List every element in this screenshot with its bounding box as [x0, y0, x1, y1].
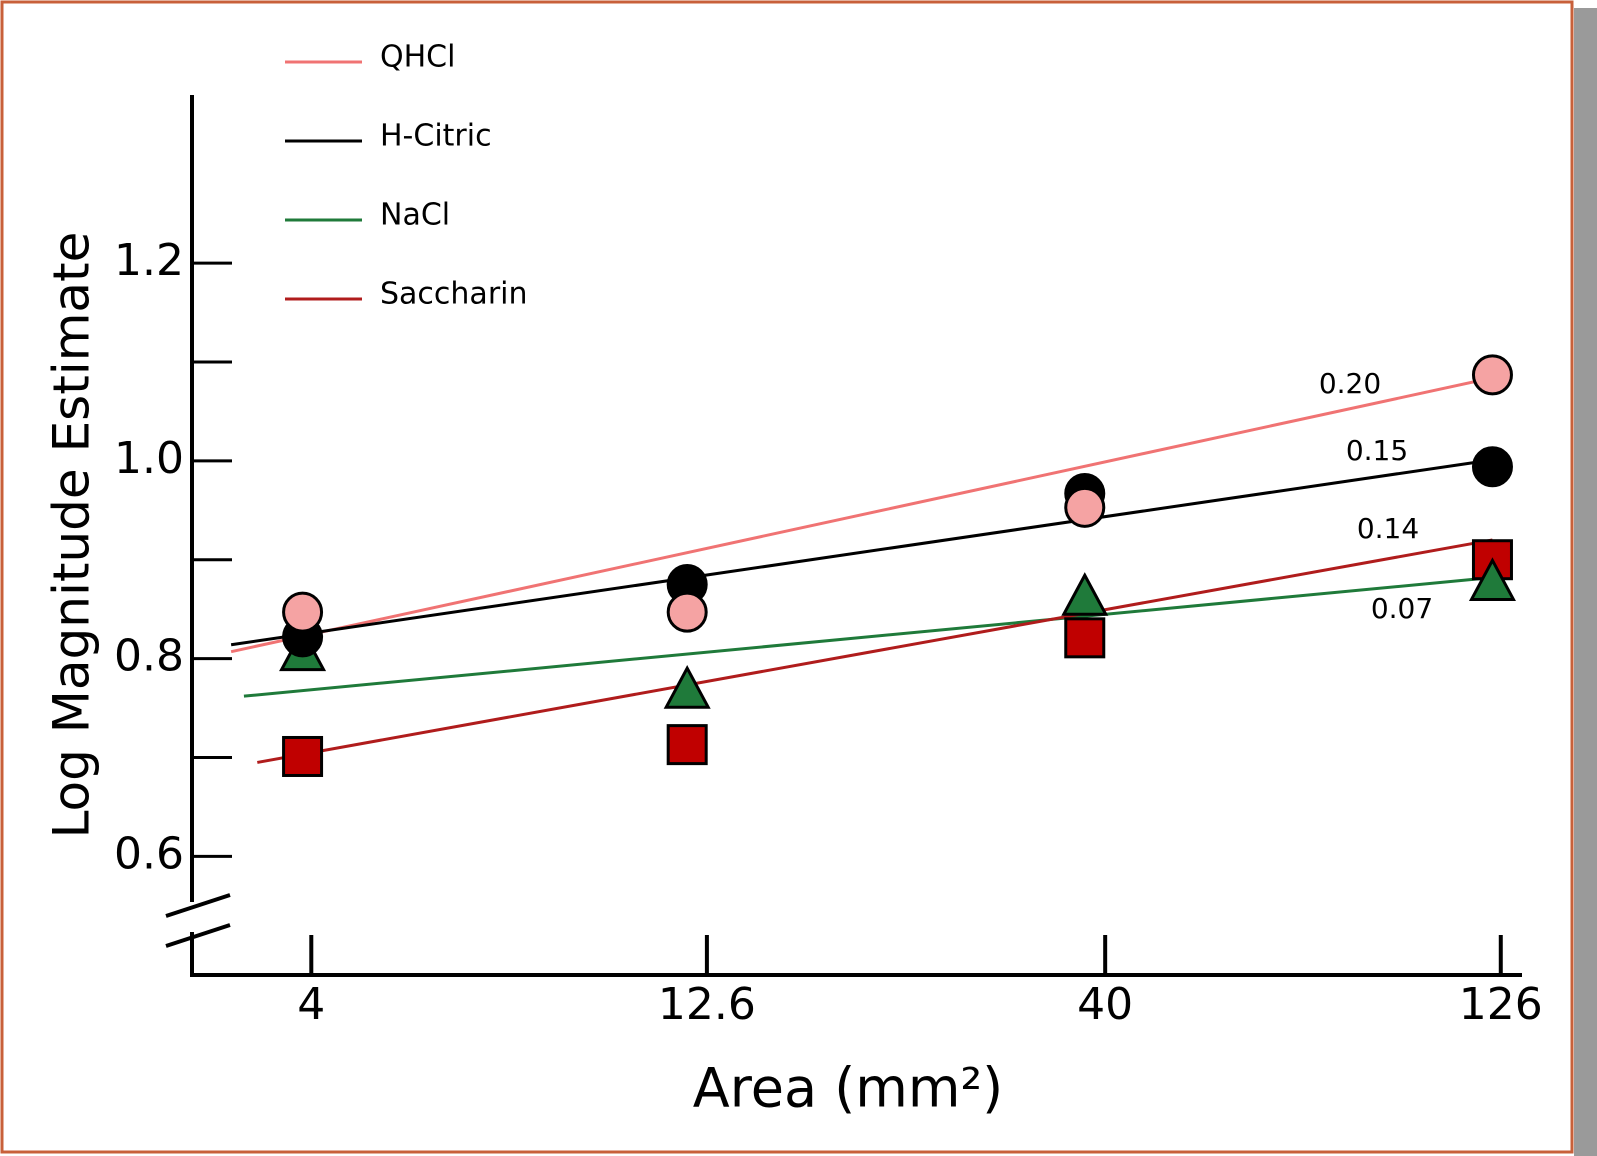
slope-annotation: 0.20	[1319, 367, 1381, 400]
axis-break	[165, 923, 231, 948]
marker	[666, 724, 708, 766]
marker	[666, 591, 708, 633]
frame-shadow	[1574, 8, 1597, 1156]
marker	[282, 591, 324, 633]
x-tick-label: 126	[1459, 979, 1543, 1030]
slope-annotation: 0.14	[1357, 512, 1419, 545]
marker	[1471, 446, 1513, 488]
x-tick-label: 40	[1077, 979, 1133, 1030]
marker	[1064, 486, 1106, 528]
marker	[663, 665, 711, 709]
y-tick-label: 0.6	[114, 828, 184, 879]
y-axis-label: Log Magnitude Estimate	[43, 232, 101, 839]
legend-label: Saccharin	[380, 277, 528, 312]
fit-line	[230, 376, 1493, 654]
y-tick-label: 0.8	[114, 631, 184, 682]
fit-line	[243, 576, 1493, 698]
x-tick-label: 4	[297, 979, 325, 1030]
marker	[1064, 617, 1106, 659]
fit-line	[230, 458, 1493, 647]
slope-annotation: 0.07	[1371, 592, 1433, 625]
marker	[282, 735, 324, 777]
x-tick-label: 12.6	[658, 979, 756, 1030]
x-axis-label: Area (mm²)	[693, 1057, 1003, 1120]
slope-annotation: 0.15	[1346, 434, 1408, 467]
fit-line	[257, 538, 1493, 764]
marker	[1471, 354, 1513, 396]
legend-label: NaCl	[380, 198, 450, 233]
y-tick-label: 1.0	[114, 433, 184, 484]
legend-label: H-Citric	[380, 119, 492, 154]
axes	[165, 95, 1522, 977]
axis-break	[165, 893, 231, 918]
marker	[1468, 557, 1516, 601]
y-tick-label: 1.2	[114, 235, 184, 286]
legend-label: QHCl	[380, 40, 455, 75]
marker	[1061, 572, 1109, 616]
